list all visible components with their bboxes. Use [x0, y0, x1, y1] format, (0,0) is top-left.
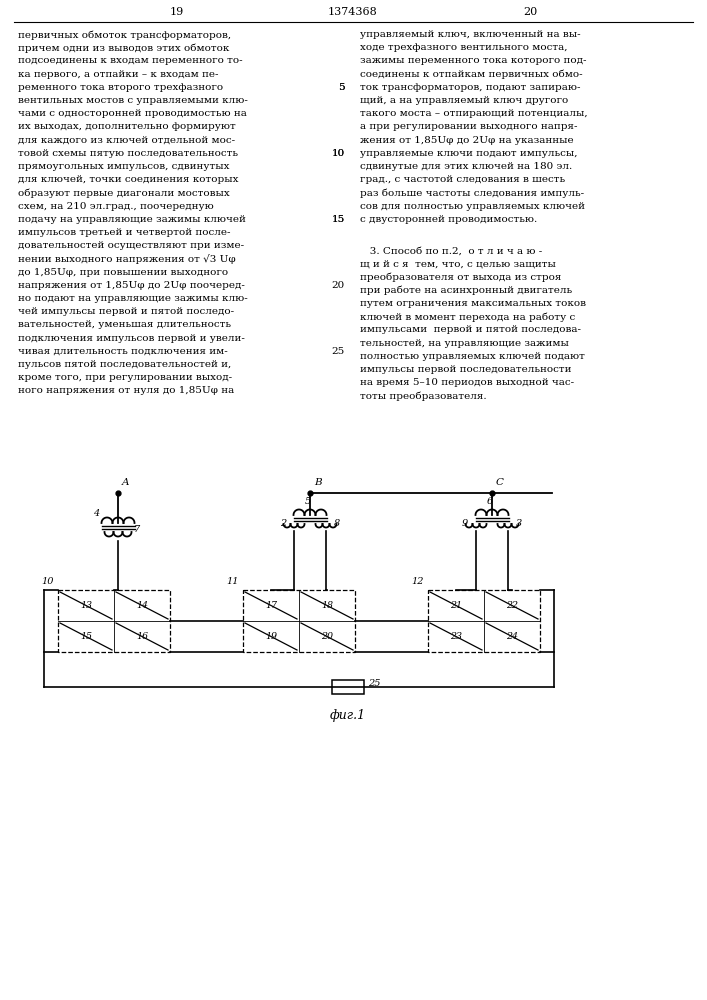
Text: 9: 9: [462, 519, 468, 528]
Text: 10: 10: [332, 149, 345, 158]
Text: 15: 15: [332, 215, 345, 224]
Text: 16: 16: [136, 632, 148, 641]
Text: чивая длительность подключения им-: чивая длительность подключения им-: [18, 347, 228, 356]
Text: подачу на управляющие зажимы ключей: подачу на управляющие зажимы ключей: [18, 215, 246, 224]
Text: 20: 20: [321, 632, 333, 641]
Text: 10: 10: [42, 577, 54, 586]
Text: 20: 20: [523, 7, 537, 17]
Text: 5: 5: [339, 83, 345, 92]
Bar: [332, 680, 364, 694]
Text: тоты преобразователя.: тоты преобразователя.: [360, 391, 486, 401]
Text: подсоединены к входам переменного то-: подсоединены к входам переменного то-: [18, 56, 243, 65]
Text: 17: 17: [265, 601, 277, 610]
Text: довательностей осуществляют при изме-: довательностей осуществляют при изме-: [18, 241, 244, 250]
Text: управляемые ключи подают импульсы,: управляемые ключи подают импульсы,: [360, 149, 578, 158]
Bar: [428, 590, 540, 652]
Text: 13: 13: [80, 601, 92, 610]
Text: сов для полностью управляемых ключей: сов для полностью управляемых ключей: [360, 202, 585, 211]
Text: а при регулировании выходного напря-: а при регулировании выходного напря-: [360, 122, 578, 131]
Text: 5: 5: [339, 83, 345, 92]
Text: ходе трехфазного вентильного моста,: ходе трехфазного вентильного моста,: [360, 43, 568, 52]
Text: 1374368: 1374368: [328, 7, 378, 17]
Text: C: C: [496, 478, 504, 487]
Bar: [58, 590, 170, 652]
Text: пульсов пятой последовательностей и,: пульсов пятой последовательностей и,: [18, 360, 231, 369]
Text: 14: 14: [136, 601, 148, 610]
Text: 18: 18: [321, 601, 333, 610]
Text: напряжения от 1,85Uφ до 2Uφ поочеред-: напряжения от 1,85Uφ до 2Uφ поочеред-: [18, 281, 245, 290]
Text: 12: 12: [411, 577, 424, 586]
Text: 2: 2: [280, 519, 286, 528]
Text: 20: 20: [332, 281, 345, 290]
Text: 23: 23: [450, 632, 462, 641]
Text: 25: 25: [368, 680, 380, 688]
Text: преобразователя от выхода из строя: преобразователя от выхода из строя: [360, 273, 561, 282]
Text: 6: 6: [487, 496, 493, 506]
Text: 19: 19: [265, 632, 277, 641]
Text: 5: 5: [305, 496, 311, 506]
Text: 11: 11: [226, 577, 239, 586]
Text: 7: 7: [134, 525, 140, 534]
Text: ключей в момент перехода на работу с: ключей в момент перехода на работу с: [360, 312, 575, 322]
Text: товой схемы пятую последовательность: товой схемы пятую последовательность: [18, 149, 238, 158]
Text: ток трансформаторов, подают запираю-: ток трансформаторов, подают запираю-: [360, 83, 580, 92]
Text: 21: 21: [450, 601, 462, 610]
Text: импульсы первой последовательности: импульсы первой последовательности: [360, 365, 571, 374]
Text: 19: 19: [170, 7, 184, 17]
Text: ка первого, а отпайки – к входам пе-: ка первого, а отпайки – к входам пе-: [18, 70, 218, 79]
Text: кроме того, при регулировании выход-: кроме того, при регулировании выход-: [18, 373, 232, 382]
Text: 3. Способ по п.2,  о т л и ч а ю -: 3. Способ по п.2, о т л и ч а ю -: [360, 246, 542, 255]
Text: 24: 24: [506, 632, 518, 641]
Text: 15: 15: [80, 632, 92, 641]
Text: A: A: [122, 478, 129, 487]
Text: схем, на 210 эл.град., поочередную: схем, на 210 эл.град., поочередную: [18, 202, 214, 211]
Text: чами с односторонней проводимостью на: чами с односторонней проводимостью на: [18, 109, 247, 118]
Text: 25: 25: [332, 347, 345, 356]
Text: соединены к отпайкам первичных обмо-: соединены к отпайкам первичных обмо-: [360, 70, 583, 79]
Text: их выходах, дополнительно формируют: их выходах, дополнительно формируют: [18, 122, 235, 131]
Text: 8: 8: [334, 519, 340, 528]
Text: жения от 1,85Uφ до 2Uφ на указанные: жения от 1,85Uφ до 2Uφ на указанные: [360, 136, 573, 145]
Text: путем ограничения максимальных токов: путем ограничения максимальных токов: [360, 299, 586, 308]
Text: B: B: [314, 478, 322, 487]
Text: град., с частотой следования в шесть: град., с частотой следования в шесть: [360, 175, 565, 184]
Text: нении выходного напряжения от √3 Uφ: нении выходного напряжения от √3 Uφ: [18, 254, 235, 264]
Text: но подают на управляющие зажимы клю-: но подают на управляющие зажимы клю-: [18, 294, 247, 303]
Text: с двусторонней проводимостью.: с двусторонней проводимостью.: [360, 215, 537, 224]
Text: щ и й с я  тем, что, с целью защиты: щ и й с я тем, что, с целью защиты: [360, 259, 556, 268]
Text: на время 5–10 периодов выходной час-: на время 5–10 периодов выходной час-: [360, 378, 574, 387]
Text: раз больше частоты следования импуль-: раз больше частоты следования импуль-: [360, 188, 584, 198]
Text: тельностей, на управляющие зажимы: тельностей, на управляющие зажимы: [360, 339, 572, 348]
Text: при работе на асинхронный двигатель: при работе на асинхронный двигатель: [360, 286, 572, 295]
Text: причем одни из выводов этих обмоток: причем одни из выводов этих обмоток: [18, 43, 229, 53]
Text: импульсов третьей и четвертой после-: импульсов третьей и четвертой после-: [18, 228, 230, 237]
Text: зажимы переменного тока которого под-: зажимы переменного тока которого под-: [360, 56, 587, 65]
Text: вательностей, уменьшая длительность: вательностей, уменьшая длительность: [18, 320, 231, 329]
Text: прямоугольных импульсов, сдвинутых: прямоугольных импульсов, сдвинутых: [18, 162, 230, 171]
Text: такого моста – отпирающий потенциалы,: такого моста – отпирающий потенциалы,: [360, 109, 588, 118]
Bar: [243, 590, 355, 652]
Text: 3: 3: [516, 519, 522, 528]
Text: до 1,85Uφ, при повышении выходного: до 1,85Uφ, при повышении выходного: [18, 268, 228, 277]
Text: импульсами  первой и пятой последова-: импульсами первой и пятой последова-: [360, 325, 581, 334]
Text: для ключей, точки соединения которых: для ключей, точки соединения которых: [18, 175, 238, 184]
Text: для каждого из ключей отдельной мос-: для каждого из ключей отдельной мос-: [18, 136, 235, 145]
Text: 10: 10: [332, 149, 345, 158]
Text: чей импульсы первой и пятой последо-: чей импульсы первой и пятой последо-: [18, 307, 234, 316]
Text: ременного тока второго трехфазного: ременного тока второго трехфазного: [18, 83, 223, 92]
Text: подключения импульсов первой и увели-: подключения импульсов первой и увели-: [18, 334, 245, 343]
Text: щий, а на управляемый ключ другого: щий, а на управляемый ключ другого: [360, 96, 568, 105]
Text: образуют первые диагонали мостовых: образуют первые диагонали мостовых: [18, 188, 230, 198]
Text: управляемый ключ, включенный на вы-: управляемый ключ, включенный на вы-: [360, 30, 580, 39]
Text: ного напряжения от нуля до 1,85Uφ на: ного напряжения от нуля до 1,85Uφ на: [18, 386, 234, 395]
Text: 22: 22: [506, 601, 518, 610]
Text: вентильных мостов с управляемыми клю-: вентильных мостов с управляемыми клю-: [18, 96, 248, 105]
Text: сдвинутые для этих ключей на 180 эл.: сдвинутые для этих ключей на 180 эл.: [360, 162, 572, 171]
Text: первичных обмоток трансформаторов,: первичных обмоток трансформаторов,: [18, 30, 231, 39]
Text: 15: 15: [332, 215, 345, 224]
Text: фиг.1: фиг.1: [330, 709, 366, 722]
Text: полностью управляемых ключей подают: полностью управляемых ключей подают: [360, 352, 585, 361]
Text: 4: 4: [93, 508, 100, 518]
